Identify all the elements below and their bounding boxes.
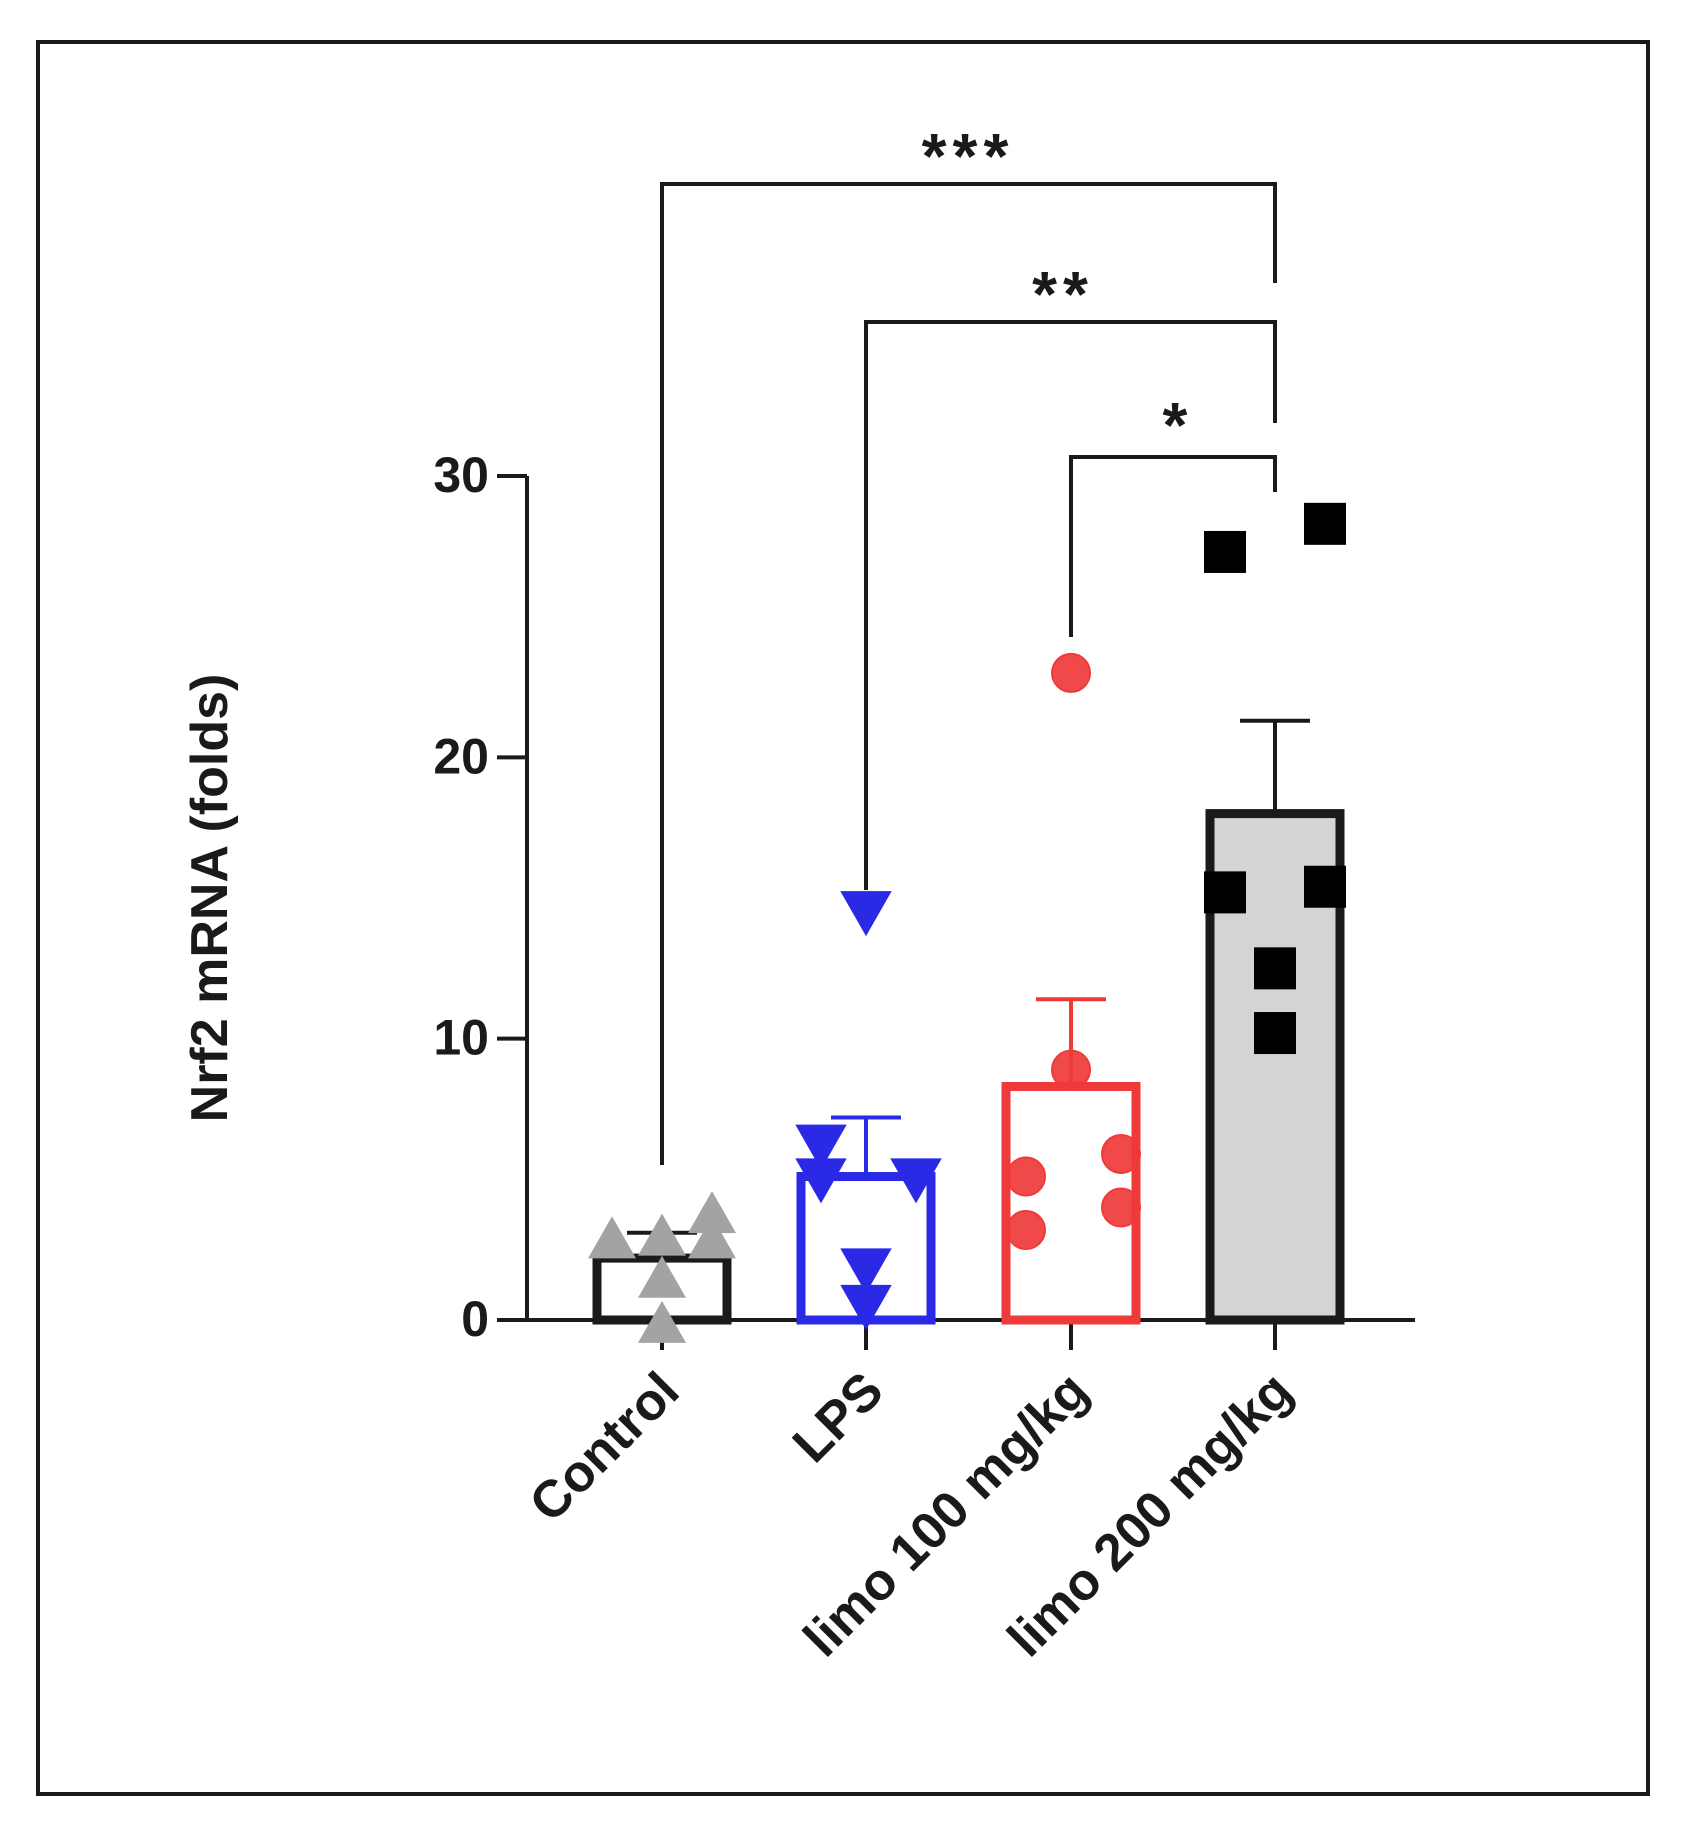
data-point-limo-100-mg-kg-2: [1051, 1049, 1091, 1090]
x-tick-label-control: Control: [519, 1361, 691, 1533]
significance-bracket-3: [1069, 455, 1277, 637]
data-point-limo-100-mg-kg-1: [1051, 652, 1091, 693]
data-point-lps-4: [890, 1158, 942, 1204]
significance-brackets: [660, 182, 1277, 1165]
significance-label-2: **: [1032, 258, 1094, 330]
data-point-control-1: [588, 1216, 636, 1259]
data-point-limo-100-mg-kg-4: [1101, 1134, 1141, 1175]
data-point-control-4: [688, 1216, 736, 1259]
significance-label-3: *: [1163, 389, 1194, 461]
data-point-limo-200-mg-kg-4: [1304, 865, 1346, 908]
significance-bracket-2: [864, 320, 1277, 890]
data-point-lps-3: [795, 1158, 847, 1204]
y-tick-label-20: 20: [433, 728, 489, 784]
data-point-limo-100-mg-kg-3: [1006, 1156, 1046, 1197]
data-point-lps-2: [795, 1124, 847, 1170]
data-point-limo-200-mg-kg-2: [1304, 502, 1346, 545]
data-point-lps-6: [840, 1284, 892, 1330]
data-point-limo-200-mg-kg-6: [1254, 1012, 1296, 1055]
data-point-limo-200-mg-kg-1: [1204, 530, 1246, 573]
data-point-control-6: [638, 1300, 686, 1343]
y-axis-label: Nrf2 mRNA (folds): [181, 674, 239, 1123]
data-point-control-5: [638, 1255, 686, 1298]
data-point-limo-100-mg-kg-6: [1006, 1209, 1046, 1250]
x-tick-label-lps: LPS: [782, 1361, 895, 1474]
data-points: [588, 502, 1346, 1343]
significance-label-1: ***: [922, 120, 1015, 192]
y-tick-label-0: 0: [461, 1291, 489, 1347]
error-bars: [627, 718, 1310, 1259]
data-point-lps-5: [840, 1248, 892, 1294]
y-tick-label-30: 30: [433, 447, 489, 503]
data-point-control-3: [688, 1191, 736, 1234]
figure-frame: [36, 40, 1650, 1796]
significance-bracket-1: [660, 182, 1277, 1165]
data-point-lps-1: [840, 891, 892, 937]
y-tick-label-10: 10: [433, 1010, 489, 1066]
data-point-limo-200-mg-kg-3: [1204, 871, 1246, 914]
data-point-control-2: [638, 1213, 686, 1256]
data-point-limo-200-mg-kg-5: [1254, 947, 1296, 990]
data-point-limo-100-mg-kg-5: [1101, 1187, 1141, 1228]
